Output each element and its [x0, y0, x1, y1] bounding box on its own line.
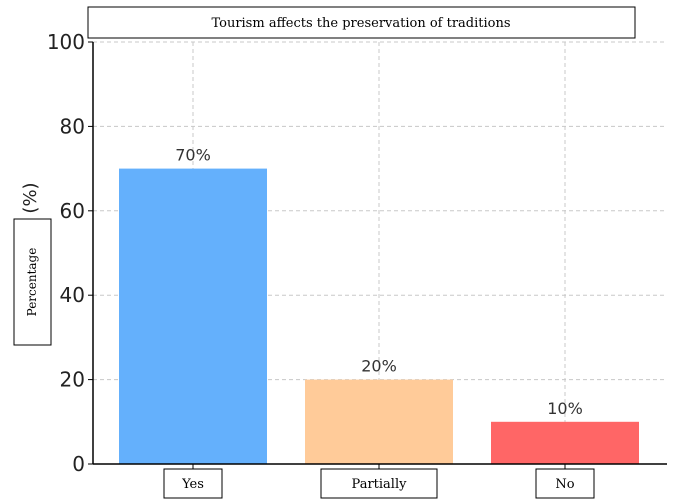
category-label-box [163, 468, 223, 499]
y-axis-label-box: Percentage [13, 218, 52, 346]
y-tick-labels: 0 20 40 60 80 100 [47, 30, 566, 476]
value-label: 10% [547, 399, 583, 418]
y-tick-label: 100 [47, 30, 85, 54]
category-label: Yes [181, 477, 204, 492]
y-axis-label: Percentage [25, 248, 39, 317]
y-tick-label: 0 [72, 452, 85, 476]
y-tick-label: 60 [60, 199, 85, 223]
y-tick-label: 80 [60, 114, 85, 138]
value-label: 70% [175, 146, 211, 165]
value-label: 20% [361, 357, 397, 376]
bars [119, 168, 639, 464]
category-label-box [320, 468, 438, 499]
y-tick-label: 40 [60, 283, 85, 307]
axes [92, 42, 667, 465]
bar-yes [119, 168, 267, 464]
category-label: No [555, 477, 574, 492]
y-tick-label: 20 [60, 368, 85, 392]
y-axis-unit: (%) [20, 182, 41, 213]
category-label-box [535, 468, 595, 499]
category-label: Partially [352, 477, 408, 492]
bar-partially [305, 379, 453, 464]
chart-title-box: Tourism affects the preservation of trad… [87, 6, 636, 39]
value-labels: 70% 20% 10% [175, 146, 583, 418]
category-labels: Yes Partially No [163, 468, 595, 499]
chart-title: Tourism affects the preservation of trad… [211, 16, 510, 31]
bar-no [491, 421, 639, 464]
